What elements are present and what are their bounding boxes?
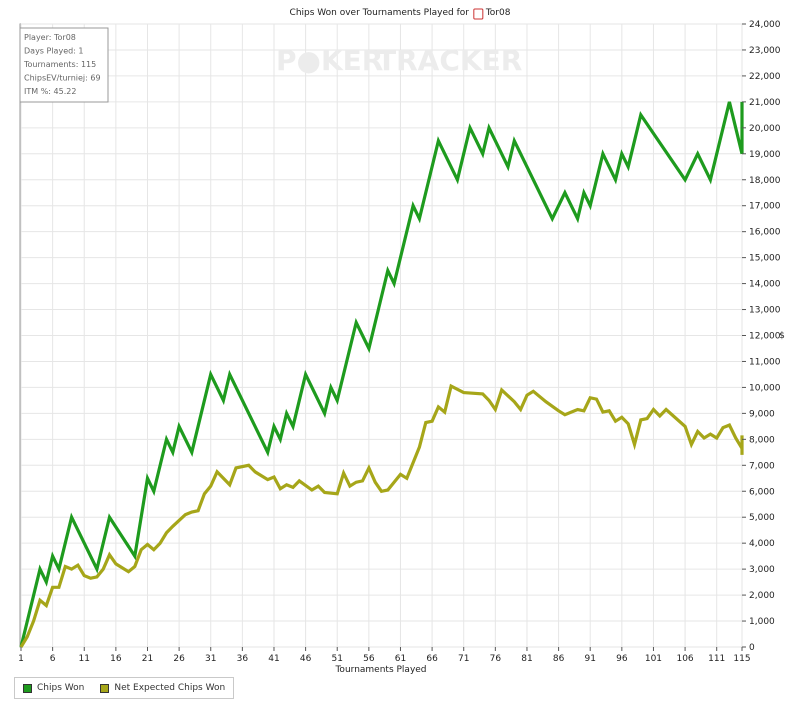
y-tick-label: 22,000 [749,72,781,82]
y-tick-label: 13,000 [749,306,781,316]
watermark-poker: P●KER [276,44,383,77]
y-tick-label: 21,000 [749,98,781,108]
y-tick-label: 6,000 [749,487,775,497]
series-layer [19,101,744,648]
stats-line: Days Played: 1 [24,47,84,56]
y-tick-label: 5,000 [749,513,775,523]
stats-line: ChipsEV/turniej: 69 [24,74,101,83]
x-tick-label: 86 [553,654,565,664]
y-tick-label: 19,000 [749,150,781,160]
x-tick-label: 81 [521,654,532,664]
x-tick-label: 96 [616,654,628,664]
y-tick-label: 17,000 [749,202,781,212]
x-tick-label: 21 [142,654,153,664]
x-axis: 1 6 11 16 21 26 31 36 41 46 51 56 61 66 71 76 81 86 91 96 10… [18,647,751,664]
y-tick-label: 4,000 [749,539,775,549]
y-axis-label: $ [779,331,785,341]
legend-swatch-chips-won [23,683,32,693]
x-tick-label: 36 [237,654,249,664]
card-icon [473,8,484,20]
y-tick-label: 8,000 [749,435,775,445]
y-tick-label: 14,000 [749,280,781,290]
x-tick-label: 6 [50,654,56,664]
stats-line: ITM %: 45.22 [24,87,76,96]
x-tick-label: 31 [205,654,216,664]
y-tick-label: 7,000 [749,461,775,471]
x-tick-label: 111 [708,654,725,664]
y-tick-label: 3,000 [749,565,775,575]
y-axis: 0 1,000 2,000 3,000 4,000 5,000 6,000 7,000 8,00… [742,20,781,653]
stats-line: Player: Tor08 [24,33,76,42]
series-line-net-expected [19,383,744,648]
x-tick-label: 115 [733,654,750,664]
legend-item-net-expected: Net Expected Chips Won [100,683,225,693]
y-tick-label: 15,000 [749,254,781,264]
y-tick-label: 20,000 [749,124,781,134]
x-axis-label: Tournaments Played [334,665,426,675]
legend-item-chips-won: Chips Won [23,683,84,693]
legend-label-net-expected: Net Expected Chips Won [114,683,226,693]
legend-swatch-net-expected [100,683,110,693]
x-tick-label: 91 [584,654,595,664]
legend: Chips Won Net Expected Chips Won [14,677,235,699]
y-tick-label: 0 [749,643,755,653]
grid [20,23,743,648]
x-tick-label: 51 [332,654,343,664]
x-tick-label: 16 [110,654,122,664]
x-tick-label: 41 [268,654,279,664]
stats-box: Player: Tor08 Days Played: 1 Tournaments: … [19,27,109,103]
y-tick-label: 23,000 [749,46,781,56]
y-tick-label: 2,000 [749,591,775,601]
stats-line: Tournaments: 115 [23,60,96,69]
x-tick-label: 106 [676,654,693,664]
chart-title: Chips Won over Tournaments Played for To… [290,8,511,18]
y-tick-label: 12,000 [749,332,781,342]
series-line-chips-won [19,101,744,648]
x-tick-label: 66 [426,654,438,664]
x-tick-label: 1 [18,654,24,664]
x-tick-label: 101 [645,654,662,664]
x-tick-label: 26 [173,654,185,664]
x-tick-label: 56 [363,654,375,664]
y-tick-label: 9,000 [749,409,775,419]
x-tick-label: 76 [490,654,502,664]
x-tick-label: 61 [395,654,406,664]
y-tick-label: 16,000 [749,228,781,238]
y-tick-label: 24,000 [749,20,781,30]
x-tick-label: 11 [79,654,90,664]
legend-label-chips-won: Chips Won [37,683,85,693]
y-tick-label: 1,000 [749,617,775,627]
x-tick-label: 71 [458,654,469,664]
y-tick-label: 10,000 [749,383,781,393]
watermark-tracker: TRACKER [377,44,522,77]
watermark: P●KER TRACKER [276,44,522,77]
y-tick-label: 11,000 [749,357,781,367]
y-tick-label: 18,000 [749,176,781,186]
x-tick-label: 46 [300,654,312,664]
